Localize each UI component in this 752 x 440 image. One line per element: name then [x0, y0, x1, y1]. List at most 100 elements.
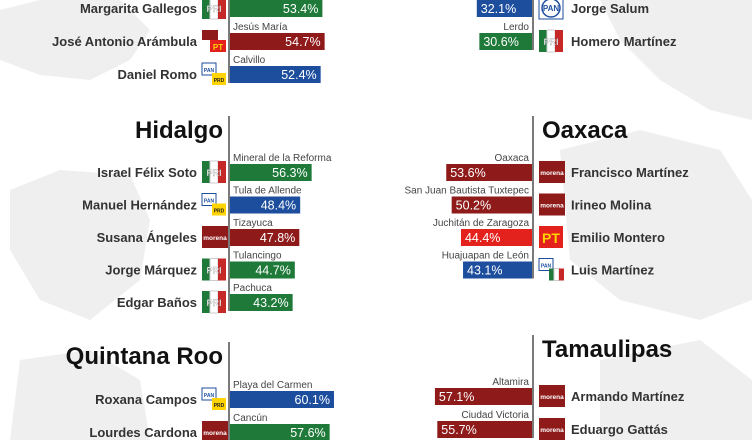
pan-letters: PAN: [541, 264, 552, 270]
logo-part: [201, 387, 217, 401]
logo-part: [201, 62, 217, 76]
pan-prd-logo: PAN PRD: [201, 193, 226, 216]
bar: [230, 229, 300, 246]
candidate-name: Susana Ángeles: [97, 230, 197, 245]
candidate-name: Jorge Salum: [571, 1, 649, 16]
panel-bottom-left: Quintana Roo Playa del Carmen 60.1% PAN PRD R…: [66, 342, 334, 440]
candidate-name: Francisco Martínez: [571, 165, 689, 180]
panel-middle-left: Hidalgo Mineral de la Reforma 56.3% PRI Isra…: [82, 116, 332, 314]
candidate-name: José Antonio Arámbula: [52, 34, 198, 49]
value-label: 43.1%: [467, 264, 502, 278]
candidate-name: Homero Martínez: [571, 34, 677, 49]
map-shape-top-left: [0, 0, 150, 80]
city-label: Cancún: [233, 413, 267, 424]
logo-part: [212, 203, 226, 216]
value-label: 57.1%: [439, 390, 474, 404]
state-title: Tamaulipas: [542, 336, 672, 363]
pri-letters: PRI: [206, 4, 221, 14]
pri-logo: PRI: [202, 160, 226, 184]
panel-top-left: 53.4% PRI Margarita Gallegos Jesús María 54.…: [52, 0, 325, 85]
panel-middle-right: Oaxaca Oaxaca 53.6% morena Francisco Martíne…: [404, 116, 689, 281]
city-label: Calvillo: [233, 55, 266, 66]
logo-part: [202, 258, 210, 281]
logo-part: [202, 226, 228, 248]
state-title: Oaxaca: [542, 117, 628, 144]
pan-letters: PAN: [543, 4, 560, 13]
logo-part: [539, 30, 547, 52]
candidate-name: Israel Félix Soto: [97, 165, 197, 180]
candidate-name: Irineo Molina: [571, 198, 652, 213]
pri-letters: PRI: [206, 266, 221, 276]
value-label: 60.1%: [295, 393, 330, 407]
pan-letters: PAN: [204, 68, 215, 74]
logo-part: [559, 268, 564, 281]
candidate-name: Manuel Hernández: [82, 198, 197, 213]
city-label: Lerdo: [503, 22, 529, 33]
morena-letters: morena: [540, 394, 564, 401]
city-label: Tulancingo: [233, 251, 282, 262]
pt-logo: PT: [539, 226, 563, 248]
pan-pri-logo: PAN: [538, 258, 564, 281]
logo-part: [212, 73, 226, 85]
value-label: 53.6%: [450, 166, 485, 180]
bar: [230, 424, 330, 440]
morena-logo: morena: [539, 385, 565, 407]
city-label: Jesús María: [233, 22, 288, 33]
city-label: Altamira: [492, 377, 529, 388]
logo-part: [539, 193, 565, 216]
candidate-name: Edgar Baños: [117, 295, 197, 310]
morena-letters: morena: [540, 170, 564, 177]
value-label: 50.2%: [456, 199, 491, 213]
morena-logo: morena: [539, 418, 565, 440]
candidate-name: Emilio Montero: [571, 230, 665, 245]
logo-part: [538, 258, 554, 271]
candidate-name: Luis Martínez: [571, 263, 655, 278]
logo-part: [539, 385, 565, 407]
pt-letters: PT: [542, 230, 560, 246]
bar: [230, 66, 321, 83]
morena-logo: morena: [539, 161, 565, 183]
pri-logo: PRI: [202, 0, 226, 20]
bar: [463, 261, 532, 279]
logo-part: [553, 268, 560, 281]
logo-part: [202, 161, 210, 183]
logo-part: [201, 193, 217, 206]
logo-part: [539, 161, 565, 183]
bar: [476, 0, 532, 17]
bar: [230, 196, 301, 214]
logo-part: [218, 291, 226, 313]
city-label: Juchitán de Zaragoza: [433, 218, 530, 229]
value-label: 53.4%: [283, 2, 318, 16]
city-label: Pachuca: [233, 283, 272, 294]
morena-logo: morena: [539, 193, 565, 216]
pri-logo: PRI: [539, 29, 563, 53]
value-label: 55.7%: [441, 423, 476, 437]
prd-letters: PRD: [214, 403, 225, 409]
candidate-name: Margarita Gallegos: [80, 1, 197, 16]
value-label: 44.4%: [465, 231, 500, 245]
morena-letters: morena: [540, 427, 564, 434]
candidate-name: Armando Martínez: [571, 389, 685, 404]
bar: [479, 33, 532, 50]
city-label: Oaxaca: [495, 153, 530, 164]
bar: [230, 164, 312, 181]
logo-part: [202, 30, 218, 40]
morena-letters: morena: [203, 430, 227, 437]
candidate-name: Eduargo Gattás: [571, 422, 668, 437]
pan-ring: [541, 0, 561, 18]
logo-part: [218, 258, 226, 281]
bar: [230, 261, 295, 279]
pan-prd-logo: PAN PRD: [201, 62, 226, 85]
candidate-name: Lourdes Cardona: [89, 425, 197, 440]
candidate-name: Roxana Campos: [95, 392, 197, 407]
panel-bottom-right: Tamaulipas Altamira 57.1% morena Armando Mar…: [434, 335, 685, 440]
morena-letters: morena: [203, 235, 227, 242]
value-label: 30.6%: [483, 35, 518, 49]
bar: [230, 391, 334, 408]
pri-letters: PRI: [543, 37, 558, 47]
value-label: 57.6%: [290, 426, 325, 440]
value-label: 56.3%: [272, 166, 307, 180]
pri-logo: PRI: [202, 290, 226, 314]
bar: [230, 294, 293, 311]
